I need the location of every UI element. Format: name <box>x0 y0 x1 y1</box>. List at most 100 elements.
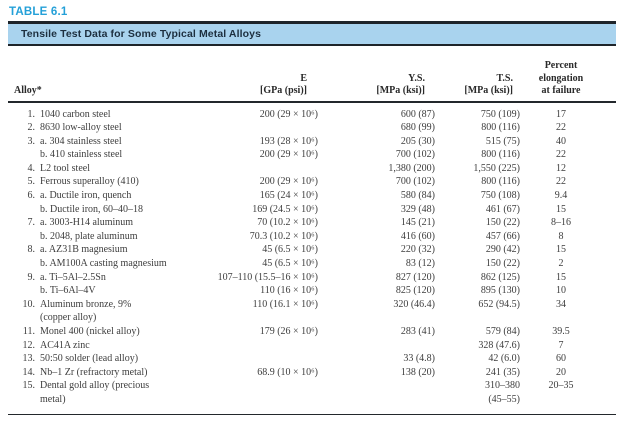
alloy-name-cell: 3. a. 304 stainless steel <box>8 135 200 149</box>
column-header-alloy: Alloy* <box>8 46 200 103</box>
el-line3: at failure <box>541 85 581 96</box>
e-units: [GPa (psi)] <box>260 85 307 96</box>
percent-elongation-value: 17 <box>556 108 566 120</box>
yield-strength-value: 700 (102) <box>395 176 435 188</box>
tensile-strength-value: 895 (130) <box>480 285 520 297</box>
tensile-strength-value: 652 (94.5) <box>478 298 520 310</box>
alloy-number: 7. <box>27 217 36 229</box>
yield-strength-value: 827 (120) <box>395 271 435 283</box>
alloy-name: (copper alloy) <box>40 312 97 324</box>
tensile-strength-value <box>435 311 520 325</box>
el-line2: elongation <box>538 72 584 84</box>
tensile-strength-value: 579 (84) <box>485 326 520 337</box>
yield-strength-value: 1,380 (200) <box>388 162 435 174</box>
alloy-number: 2. <box>27 122 36 134</box>
elastic-modulus-value <box>200 162 318 176</box>
yield-strength-value: 320 (46.4) <box>393 298 435 310</box>
alloy-name-cell: 1. 1040 carbon steel <box>8 102 200 122</box>
percent-elongation-value: 20–35 <box>548 380 574 392</box>
table-row: 11. Monel 400 (nickel alloy) 179 (26 × 10… <box>8 325 616 339</box>
tensile-strength-value: 800 (116) <box>481 176 520 188</box>
percent-elongation-value: 10 <box>556 285 566 297</box>
el-line1: Percent <box>544 60 578 71</box>
table-row: b. 410 stainless steel 200 (29 × 10⁶) 70… <box>8 148 616 162</box>
elastic-modulus-value: 45 (6.5 × 10⁶) <box>262 258 318 270</box>
table-row: b. Ductile iron, 60–40–18 169 (24.5 × 10… <box>8 203 616 217</box>
percent-elongation-value: 60 <box>556 353 566 365</box>
column-header-alloy-label: Alloy* <box>14 85 42 96</box>
alloy-name: a. Ti–5Al–2.5Sn <box>40 271 106 283</box>
table-row: b. AM100A casting magnesium 45 (6.5 × 10… <box>8 257 616 271</box>
table-row: 5. Ferrous superalloy (410) 200 (29 × 10⁶… <box>8 175 616 189</box>
alloy-name-cell: b. Ti–6Al–4V <box>8 284 200 298</box>
alloy-name: b. Ductile iron, 60–40–18 <box>40 203 144 215</box>
alloy-name-cell: 12. AC41A zinc <box>8 339 200 353</box>
ys-units: [MPa (ksi)] <box>376 85 425 96</box>
alloy-number: 13. <box>22 353 36 365</box>
yield-strength-value: 416 (60) <box>400 230 435 242</box>
tensile-strength-value: 457 (66) <box>485 230 520 242</box>
percent-elongation-value: 9.4 <box>554 190 568 202</box>
yield-strength-value: 825 (120) <box>395 285 435 297</box>
header-row: Alloy* E [GPa (psi)] Y.S. [MPa (ksi)] T.… <box>8 46 616 103</box>
tensile-strength-value: 150 (22) <box>485 258 520 270</box>
alloy-name: a. 304 stainless steel <box>40 135 122 147</box>
elastic-modulus-value: 110 (16.1 × 10⁶) <box>252 298 318 310</box>
yield-strength-value <box>318 339 435 353</box>
alloy-name-cell: metal) <box>8 393 200 414</box>
tensile-strength-value: 42 (6.0) <box>488 353 520 365</box>
yield-strength-value: 138 (20) <box>400 366 435 378</box>
elastic-modulus-value <box>200 379 318 393</box>
percent-elongation-value <box>520 393 616 414</box>
elastic-modulus-value: 200 (29 × 10⁶) <box>259 108 318 120</box>
yield-strength-value: 600 (87) <box>400 108 435 120</box>
yield-strength-value: 680 (99) <box>400 122 435 134</box>
percent-elongation-value <box>520 311 616 325</box>
column-header-yield-strength: Y.S. [MPa (ksi)] <box>318 46 435 103</box>
percent-elongation-value: 12 <box>556 162 566 174</box>
table-number-label: TABLE 6.1 <box>9 6 68 18</box>
alloy-name-cell: b. 410 stainless steel <box>8 148 200 162</box>
alloy-name: Aluminum bronze, 9% <box>40 298 132 310</box>
table-title-banner: Tensile Test Data for Some Typical Metal… <box>8 21 616 46</box>
ys-symbol: Y.S. <box>408 72 425 84</box>
ts-symbol: T.S. <box>496 72 514 84</box>
alloy-name: Ferrous superalloy (410) <box>40 176 139 188</box>
alloy-number: 8. <box>27 244 36 256</box>
alloy-name: 50:50 solder (lead alloy) <box>40 353 139 365</box>
alloy-name-cell: 11. Monel 400 (nickel alloy) <box>8 325 200 339</box>
alloy-number: 3. <box>27 135 36 147</box>
alloy-number: 1. <box>27 108 36 120</box>
percent-elongation-value: 39.5 <box>552 326 570 337</box>
elastic-modulus-value: 110 (16 × 10⁶) <box>260 285 318 297</box>
alloy-name-cell: 7. a. 3003-H14 aluminum <box>8 216 200 230</box>
tensile-strength-value: 750 (109) <box>480 108 520 120</box>
alloy-number: 9. <box>27 271 36 283</box>
yield-strength-value: 700 (102) <box>395 149 435 161</box>
yield-strength-value: 580 (84) <box>400 190 435 202</box>
table-row: 2. 8630 low-alloy steel 680 (99) 800 (116… <box>8 121 616 135</box>
e-symbol: E <box>300 72 307 84</box>
alloy-name: b. Ti–6Al–4V <box>40 285 96 297</box>
table-row: 9. a. Ti–5Al–2.5Sn 107–110 (15.5–16 × 10⁶… <box>8 271 616 285</box>
yield-strength-value: 329 (48) <box>400 203 435 215</box>
table-row: 7. a. 3003-H14 aluminum 70 (10.2 × 10⁶) 1… <box>8 216 616 230</box>
yield-strength-value: 83 (12) <box>405 258 435 270</box>
percent-elongation-value: 8 <box>558 230 564 242</box>
alloy-number: 15. <box>22 380 36 392</box>
tensile-strength-value: 1,550 (225) <box>473 162 520 174</box>
table-row: 13. 50:50 solder (lead alloy) 33 (4.8) 42… <box>8 352 616 366</box>
alloy-number: 4. <box>27 162 36 174</box>
alloy-name-cell: 4. L2 tool steel <box>8 162 200 176</box>
alloy-name: Nb–1 Zr (refractory metal) <box>40 366 148 378</box>
table-row: 3. a. 304 stainless steel 193 (28 × 10⁶) … <box>8 135 616 149</box>
alloy-name-cell: 5. Ferrous superalloy (410) <box>8 175 200 189</box>
alloy-name: Dental gold alloy (precious <box>40 380 150 392</box>
percent-elongation-value: 40 <box>556 135 566 147</box>
tensile-strength-value: 515 (75) <box>485 135 520 147</box>
alloy-name-cell: 10. Aluminum bronze, 9% <box>8 298 200 312</box>
elastic-modulus-value: 193 (28 × 10⁶) <box>259 135 318 147</box>
elastic-modulus-value: 179 (26 × 10⁶) <box>259 326 318 337</box>
tensile-strength-value: 241 (35) <box>485 366 520 378</box>
table-row: 4. L2 tool steel 1,380 (200) 1,550 (225) … <box>8 162 616 176</box>
